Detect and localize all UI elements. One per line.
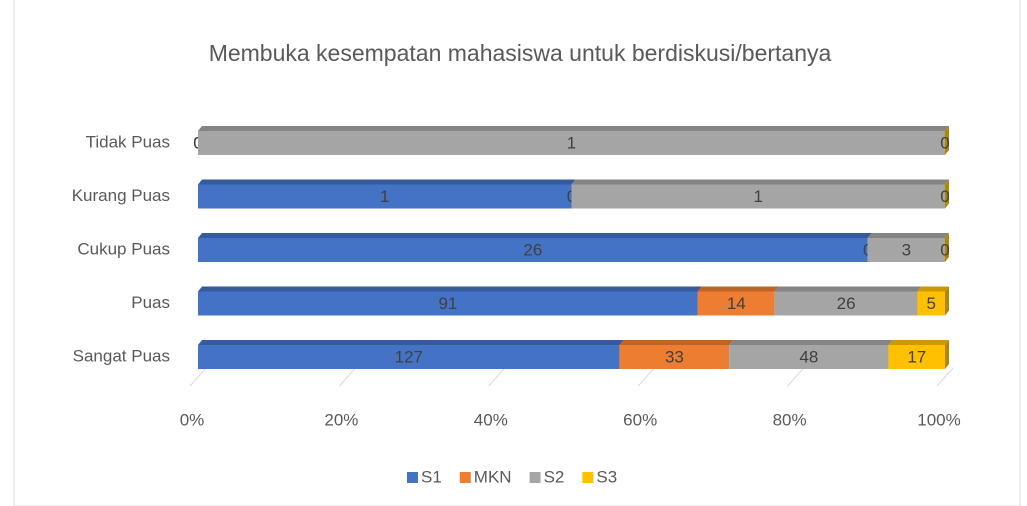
bar-top bbox=[198, 126, 949, 131]
data-label: 3 bbox=[902, 240, 911, 259]
y-tick-label: Kurang Puas bbox=[72, 186, 170, 205]
bar bbox=[198, 345, 620, 369]
legend-label: MKN bbox=[474, 467, 512, 486]
grid-line bbox=[339, 367, 356, 387]
bar bbox=[917, 291, 945, 316]
data-label: 26 bbox=[523, 240, 542, 259]
y-tick-label: Cukup Puas bbox=[77, 239, 170, 258]
legend-label: S2 bbox=[544, 467, 565, 486]
bar-top bbox=[571, 179, 949, 185]
y-tick-label: Puas bbox=[131, 293, 170, 312]
data-label: 33 bbox=[665, 347, 684, 366]
data-label: 5 bbox=[927, 294, 936, 313]
legend-label: S3 bbox=[596, 467, 617, 486]
x-tick-label: 80% bbox=[773, 410, 807, 429]
y-tick-label: Sangat Puas bbox=[73, 346, 170, 365]
bar bbox=[198, 291, 698, 316]
y-tick-label: Tidak Puas bbox=[86, 132, 170, 151]
grid-line bbox=[488, 367, 506, 387]
bar-top bbox=[619, 340, 734, 345]
bar-side bbox=[945, 233, 949, 262]
data-label: 127 bbox=[395, 347, 423, 366]
bar-top bbox=[198, 340, 624, 345]
bar bbox=[729, 345, 889, 369]
grid-line bbox=[787, 367, 804, 387]
bar-side bbox=[945, 340, 949, 369]
data-label: 1 bbox=[567, 133, 576, 152]
data-label: 1 bbox=[754, 187, 763, 206]
bar bbox=[198, 131, 945, 155]
bar bbox=[198, 238, 868, 262]
x-tick-label: 20% bbox=[324, 410, 358, 429]
bar-top bbox=[198, 179, 576, 185]
data-label: 0 bbox=[940, 240, 949, 259]
legend-swatch bbox=[407, 472, 418, 483]
data-label: 1 bbox=[380, 187, 389, 206]
grid-line bbox=[637, 367, 655, 387]
bar-top bbox=[198, 286, 702, 292]
chart-title: Membuka kesempatan mahasiswa untuk berdi… bbox=[209, 40, 832, 66]
data-label: 0 bbox=[940, 133, 949, 152]
bar bbox=[619, 345, 730, 369]
bar bbox=[571, 184, 945, 209]
legend-swatch bbox=[582, 472, 594, 483]
bar bbox=[697, 291, 775, 316]
legend-swatch bbox=[529, 472, 541, 483]
bar-top bbox=[888, 340, 949, 345]
bar bbox=[867, 238, 945, 262]
bar-side bbox=[945, 126, 949, 155]
grid-line bbox=[936, 367, 954, 387]
data-label: 17 bbox=[907, 347, 926, 366]
bar-top bbox=[198, 233, 872, 238]
bar-top bbox=[729, 340, 893, 345]
data-label: 0 bbox=[940, 187, 949, 206]
bar bbox=[888, 345, 945, 369]
x-tick-label: 40% bbox=[474, 410, 508, 429]
bar-top bbox=[697, 286, 779, 292]
data-label: 26 bbox=[837, 294, 856, 313]
bar-side bbox=[945, 286, 949, 316]
data-label: 91 bbox=[438, 294, 457, 313]
bar-top bbox=[867, 233, 949, 238]
x-tick-label: 0% bbox=[180, 410, 205, 429]
x-tick-label: 60% bbox=[623, 410, 657, 429]
bar-top bbox=[774, 286, 922, 292]
legend-swatch bbox=[459, 472, 471, 483]
data-label: 48 bbox=[799, 347, 818, 366]
bar-side bbox=[945, 179, 949, 209]
x-tick-label: 100% bbox=[917, 410, 960, 429]
bar-top bbox=[917, 286, 949, 292]
data-label: 14 bbox=[727, 294, 746, 313]
bar bbox=[198, 184, 572, 209]
bar bbox=[774, 291, 918, 316]
grid-line bbox=[189, 367, 207, 387]
legend-label: S1 bbox=[421, 467, 442, 486]
